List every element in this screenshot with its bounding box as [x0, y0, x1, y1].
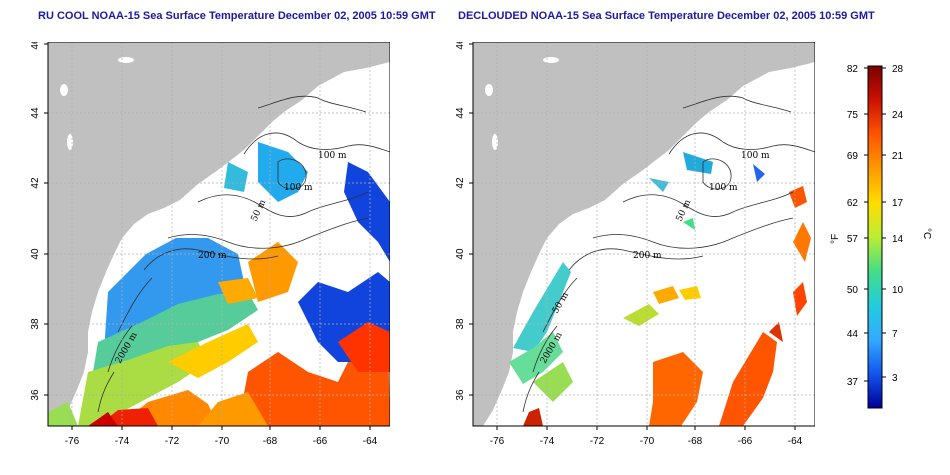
fahrenheit-tick-label: 50: [847, 285, 859, 296]
celsius-label: °C: [921, 228, 932, 239]
y-axis-ticks: [44, 43, 371, 430]
x-tick-label: -66: [738, 436, 753, 447]
fahrenheit-tick-label: 44: [847, 329, 859, 340]
fahrenheit-label: °F: [830, 234, 841, 244]
x-tick-label: -74: [115, 436, 130, 447]
y-tick-label: 38: [455, 318, 466, 330]
y-tick-label: 44: [30, 107, 41, 119]
y-tick-label: 42: [455, 177, 466, 189]
fahrenheit-tick-label: 75: [847, 110, 859, 121]
lake: [485, 84, 493, 96]
x-tick-label: -66: [313, 436, 328, 447]
y-tick-label: 36: [30, 389, 41, 401]
x-tick-label: -76: [65, 436, 80, 447]
y-tick-label: 36: [455, 389, 466, 401]
bathymetry-contours: [522, 95, 815, 413]
map-grid: [473, 42, 815, 426]
y-tick-label: 42: [30, 177, 41, 189]
colorbar-gradient: [867, 65, 883, 409]
celsius-tick-label: 17: [892, 198, 904, 209]
raw-sst-map: 100 m 100 m 50 m 200 m 2000 m -76 -74 -72-…: [30, 42, 390, 447]
x-tick-label: -64: [788, 436, 803, 447]
y-tick-label: 40: [30, 248, 41, 260]
celsius-tick-label: 7: [892, 329, 898, 340]
land-mass: [48, 42, 390, 426]
y-tick-label: 44: [455, 107, 466, 119]
y-tick-label: 46: [455, 42, 466, 50]
x-tick-label: -70: [215, 436, 230, 447]
map-frame: [472, 42, 815, 427]
x-tick-label: -68: [263, 436, 278, 447]
x-tick-label: -70: [640, 436, 655, 447]
y-tick-label: 38: [30, 318, 41, 330]
contour-label: 200 m: [198, 251, 227, 261]
map-grid: [48, 42, 390, 426]
lake: [60, 84, 68, 96]
land-mass: [473, 42, 815, 426]
celsius-tick-label: 28: [892, 64, 904, 75]
x-tick-label: -76: [490, 436, 505, 447]
celsius-tick-label: 3: [892, 373, 898, 384]
map-frame: [47, 42, 390, 427]
fahrenheit-tick-label: 82: [847, 64, 859, 75]
x-tick-label: -72: [590, 436, 605, 447]
lake: [492, 134, 498, 150]
celsius-tick-label: 24: [892, 110, 904, 121]
y-tick-label: 46: [30, 42, 41, 50]
contour-label: 100 m: [741, 151, 770, 161]
left-panel-title: RU COOL NOAA-15 Sea Surface Temperature …: [38, 10, 436, 22]
lake: [67, 134, 73, 150]
x-tick-label: -68: [688, 436, 703, 447]
right-panel-title: DECLOUDED NOAA-15 Sea Surface Temperatur…: [458, 10, 875, 22]
declouded-sst-map: 100 m 100 m 50 m 200 m 50 m 2000 m -76 -7…: [455, 42, 815, 447]
contour-label: 100 m: [709, 183, 738, 193]
contour-label: 200 m: [633, 251, 662, 261]
sst-data: [48, 142, 390, 426]
contour-label: 100 m: [284, 183, 313, 193]
fahrenheit-tick-label: 57: [847, 234, 859, 245]
fahrenheit-tick-label: 62: [847, 198, 859, 209]
lake: [118, 57, 134, 63]
lake: [543, 57, 559, 63]
temperature-colorbar: 82 75 69 62 57 50 44 37 28 24 21 17 14 10 7 3 °F °C: [830, 64, 932, 409]
x-tick-label: -64: [363, 436, 378, 447]
y-tick-label: 40: [455, 248, 466, 260]
axis-ticks: [469, 43, 796, 430]
sst-data: [509, 152, 811, 426]
x-tick-label: -72: [165, 436, 180, 447]
bathymetry-contours: [97, 95, 390, 413]
celsius-tick-label: 21: [892, 151, 904, 162]
x-tick-label: -74: [540, 436, 555, 447]
contour-label: 100 m: [318, 151, 347, 161]
fahrenheit-tick-label: 69: [847, 151, 859, 162]
fahrenheit-tick-label: 37: [847, 377, 859, 388]
celsius-tick-label: 10: [892, 285, 904, 296]
celsius-tick-label: 14: [892, 234, 904, 245]
